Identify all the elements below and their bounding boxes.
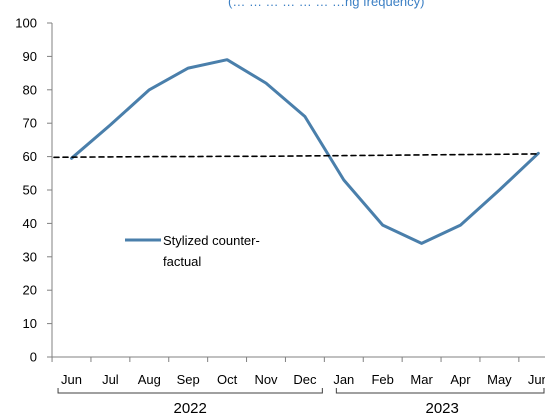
x-tick-label: Feb bbox=[371, 372, 393, 387]
x-tick-label: Aug bbox=[138, 372, 161, 387]
x-tick-label: Jun bbox=[528, 372, 545, 387]
legend-label: factual bbox=[163, 254, 201, 269]
year-groups: 2022 2023 bbox=[57, 388, 545, 417]
year-bracket bbox=[335, 388, 545, 394]
year-label: 2023 bbox=[425, 400, 458, 417]
x-tick-label: May bbox=[487, 372, 512, 387]
y-tick-label: 20 bbox=[23, 283, 37, 298]
axes bbox=[51, 23, 545, 358]
year-label: 2022 bbox=[174, 400, 207, 417]
x-tick-label: Nov bbox=[254, 372, 278, 387]
counterfactual-line bbox=[70, 58, 540, 245]
y-tick-label: 70 bbox=[23, 116, 37, 131]
x-axis-ticks: Jun Jul Aug Sep Oct Nov Dec Jan Feb Mar Apr May Jun bbox=[51, 357, 545, 387]
x-tick-label: Jun bbox=[61, 372, 82, 387]
y-tick-label: 80 bbox=[23, 82, 37, 97]
x-tick-label: Sep bbox=[177, 372, 200, 387]
y-tick-label: 30 bbox=[23, 249, 37, 264]
y-tick-label: 40 bbox=[23, 216, 37, 231]
legend-label: Stylized counter- bbox=[163, 233, 260, 248]
x-tick-label: Jul bbox=[102, 372, 119, 387]
legend: Stylized counter-factual bbox=[125, 233, 260, 269]
x-tick-label: Jan bbox=[333, 372, 354, 387]
y-tick-label: 100 bbox=[15, 16, 37, 31]
x-tick-label: Mar bbox=[410, 372, 433, 387]
x-tick-label: Oct bbox=[217, 372, 238, 387]
year-bracket bbox=[57, 388, 323, 394]
dashed-reference-line bbox=[53, 153, 540, 159]
y-axis-ticks: 0 10 20 30 40 50 60 70 80 90 100 bbox=[15, 16, 52, 365]
y-tick-label: 0 bbox=[30, 350, 37, 365]
y-tick-label: 10 bbox=[23, 316, 37, 331]
x-tick-label: Apr bbox=[450, 372, 471, 387]
y-tick-label: 50 bbox=[23, 183, 37, 198]
top-cut-text: (… … … … … … …ng frequency) bbox=[228, 0, 425, 9]
x-tick-label: Dec bbox=[293, 372, 317, 387]
series-lines bbox=[53, 58, 540, 245]
y-tick-label: 60 bbox=[23, 149, 37, 164]
y-tick-label: 90 bbox=[23, 49, 37, 64]
